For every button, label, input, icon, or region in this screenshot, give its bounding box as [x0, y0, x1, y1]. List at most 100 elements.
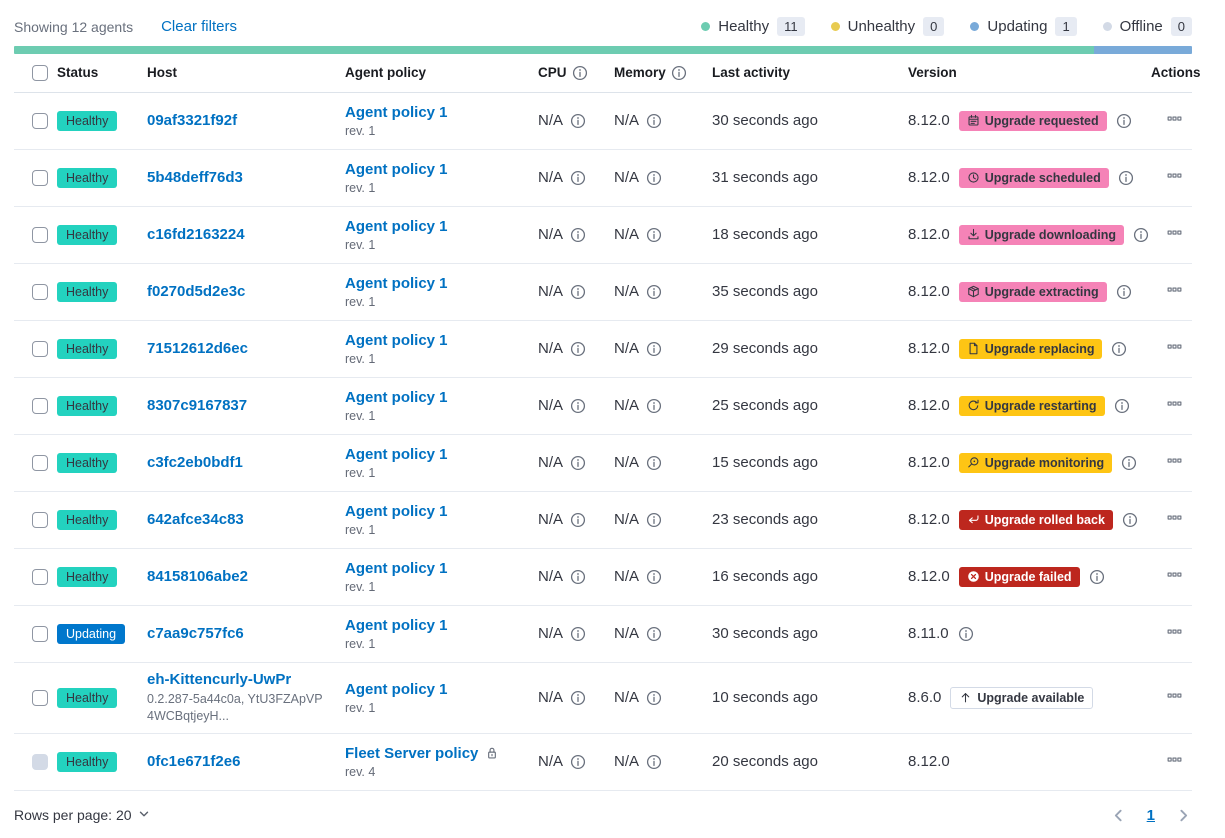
- policy-revision: rev. 1: [345, 123, 376, 138]
- cpu-value: N/A: [538, 568, 564, 585]
- host-link[interactable]: c16fd2163224: [147, 226, 245, 243]
- host-link[interactable]: 0fc1e671f2e6: [147, 753, 241, 770]
- row-actions-button[interactable]: [1167, 396, 1182, 411]
- agent-policy-link[interactable]: Agent policy 1: [345, 445, 448, 463]
- info-icon[interactable]: [646, 455, 662, 471]
- host-link[interactable]: c3fc2eb0bdf1: [147, 454, 243, 471]
- info-icon[interactable]: [570, 626, 586, 642]
- health-bar-segment-updating: [1093, 46, 1192, 54]
- row-actions-button[interactable]: [1167, 752, 1182, 767]
- info-icon[interactable]: [958, 626, 974, 642]
- agent-policy-link[interactable]: Agent policy 1: [345, 616, 448, 634]
- upgrade-badge-label: Upgrade restarting: [984, 398, 1097, 413]
- info-icon[interactable]: [1116, 284, 1132, 300]
- row-actions-button[interactable]: [1167, 111, 1182, 126]
- info-icon[interactable]: [570, 170, 586, 186]
- host-link[interactable]: 642afce34c83: [147, 511, 244, 528]
- row-checkbox[interactable]: [32, 112, 48, 129]
- info-icon[interactable]: [646, 170, 662, 186]
- rows-per-page-selector[interactable]: Rows per page: 20: [14, 807, 151, 824]
- info-icon[interactable]: [570, 113, 586, 129]
- info-icon[interactable]: [646, 512, 662, 528]
- agent-policy-link[interactable]: Agent policy 1: [345, 160, 448, 178]
- row-checkbox[interactable]: [32, 226, 48, 243]
- info-icon[interactable]: [671, 65, 687, 81]
- agent-policy-link[interactable]: Agent policy 1: [345, 331, 448, 349]
- info-icon[interactable]: [570, 284, 586, 300]
- page-number-current[interactable]: 1: [1146, 806, 1155, 824]
- info-icon[interactable]: [646, 398, 662, 414]
- last-activity-value: 23 seconds ago: [712, 511, 818, 528]
- host-link[interactable]: 5b48deff76d3: [147, 169, 243, 186]
- row-checkbox[interactable]: [32, 689, 48, 706]
- row-checkbox[interactable]: [32, 397, 48, 414]
- row-checkbox[interactable]: [32, 625, 48, 642]
- column-label: Agent policy: [345, 65, 427, 81]
- host-link[interactable]: 84158106abe2: [147, 568, 248, 585]
- info-icon[interactable]: [570, 754, 586, 770]
- pagination: 1: [1110, 807, 1192, 824]
- row-checkbox[interactable]: [32, 511, 48, 528]
- status-legend: Healthy 11 Unhealthy 0 Updating 1 Offline 0: [701, 17, 1192, 36]
- row-checkbox[interactable]: [32, 169, 48, 186]
- info-icon[interactable]: [1133, 227, 1149, 243]
- info-icon[interactable]: [570, 227, 586, 243]
- info-icon[interactable]: [570, 398, 586, 414]
- agent-policy-link[interactable]: Agent policy 1: [345, 274, 448, 292]
- policy-revision: rev. 1: [345, 294, 376, 309]
- last-activity-value: 30 seconds ago: [712, 112, 818, 129]
- table-footer: Rows per page: 20 1: [0, 791, 1225, 824]
- host-link[interactable]: 09af3321f92f: [147, 112, 238, 129]
- row-actions-button[interactable]: [1167, 225, 1182, 240]
- info-icon[interactable]: [646, 754, 662, 770]
- agent-policy-link[interactable]: Fleet Server policy: [345, 744, 479, 762]
- info-icon[interactable]: [1089, 569, 1105, 585]
- agent-policy-link[interactable]: Agent policy 1: [345, 103, 448, 121]
- row-actions-button[interactable]: [1167, 567, 1182, 582]
- info-icon[interactable]: [1118, 170, 1134, 186]
- row-actions-button[interactable]: [1167, 282, 1182, 297]
- row-checkbox[interactable]: [32, 454, 48, 471]
- info-icon[interactable]: [646, 113, 662, 129]
- host-link[interactable]: f0270d5d2e3c: [147, 283, 246, 300]
- host-link[interactable]: c7aa9c757fc6: [147, 625, 244, 642]
- row-actions-button[interactable]: [1167, 168, 1182, 183]
- chevron-left-icon[interactable]: [1110, 807, 1127, 824]
- agent-policy-link[interactable]: Agent policy 1: [345, 680, 448, 698]
- agent-policy-link[interactable]: Agent policy 1: [345, 502, 448, 520]
- select-all-checkbox[interactable]: [32, 64, 48, 81]
- info-icon[interactable]: [570, 512, 586, 528]
- host-link[interactable]: eh-Kittencurly-UwPr: [147, 670, 292, 688]
- info-icon[interactable]: [1121, 455, 1137, 471]
- info-icon[interactable]: [572, 65, 588, 81]
- chevron-right-icon[interactable]: [1175, 807, 1192, 824]
- row-actions-button[interactable]: [1167, 453, 1182, 468]
- row-actions-button[interactable]: [1167, 688, 1182, 703]
- info-icon[interactable]: [570, 569, 586, 585]
- info-icon[interactable]: [570, 341, 586, 357]
- info-icon[interactable]: [570, 455, 586, 471]
- info-icon[interactable]: [646, 341, 662, 357]
- host-link[interactable]: 71512612d6ec: [147, 340, 248, 357]
- info-icon[interactable]: [1122, 512, 1138, 528]
- info-icon[interactable]: [1114, 398, 1130, 414]
- row-actions-button[interactable]: [1167, 339, 1182, 354]
- info-icon[interactable]: [646, 690, 662, 706]
- clear-filters-link[interactable]: Clear filters: [161, 18, 237, 35]
- info-icon[interactable]: [1111, 341, 1127, 357]
- agent-policy-link[interactable]: Agent policy 1: [345, 388, 448, 406]
- row-checkbox[interactable]: [32, 340, 48, 357]
- info-icon[interactable]: [646, 569, 662, 585]
- row-actions-button[interactable]: [1167, 624, 1182, 639]
- row-checkbox[interactable]: [32, 568, 48, 585]
- agent-policy-link[interactable]: Agent policy 1: [345, 217, 448, 235]
- host-link[interactable]: 8307c9167837: [147, 397, 248, 414]
- info-icon[interactable]: [646, 227, 662, 243]
- info-icon[interactable]: [570, 690, 586, 706]
- info-icon[interactable]: [1116, 113, 1132, 129]
- info-icon[interactable]: [646, 284, 662, 300]
- agent-policy-link[interactable]: Agent policy 1: [345, 559, 448, 577]
- row-checkbox[interactable]: [32, 283, 48, 300]
- info-icon[interactable]: [646, 626, 662, 642]
- row-actions-button[interactable]: [1167, 510, 1182, 525]
